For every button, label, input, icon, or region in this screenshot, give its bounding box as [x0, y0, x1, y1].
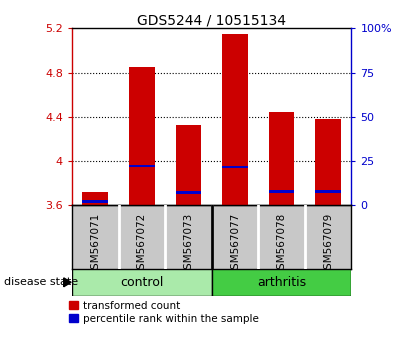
Bar	[222, 166, 248, 169]
Bar	[315, 119, 341, 205]
Bar	[222, 34, 248, 205]
Text: GSM567073: GSM567073	[183, 213, 193, 276]
Text: disease state: disease state	[4, 277, 78, 287]
Bar	[315, 190, 341, 193]
Bar	[129, 67, 155, 205]
Bar	[82, 192, 108, 205]
Bar	[175, 192, 201, 194]
Text: GSM567078: GSM567078	[277, 213, 286, 276]
Bar	[269, 113, 294, 205]
Text: GSM567072: GSM567072	[137, 213, 147, 276]
Text: control: control	[120, 276, 164, 289]
Text: arthritis: arthritis	[257, 276, 306, 289]
Text: GSM567079: GSM567079	[323, 213, 333, 276]
Bar	[82, 200, 108, 202]
Legend: transformed count, percentile rank within the sample: transformed count, percentile rank withi…	[69, 301, 259, 324]
Bar	[269, 190, 294, 193]
Text: GSM567077: GSM567077	[230, 213, 240, 276]
Bar	[212, 269, 351, 296]
Bar	[72, 269, 212, 296]
Text: GSM567071: GSM567071	[90, 213, 100, 276]
Bar	[129, 165, 155, 167]
Title: GDS5244 / 10515134: GDS5244 / 10515134	[137, 13, 286, 27]
Bar	[175, 125, 201, 205]
